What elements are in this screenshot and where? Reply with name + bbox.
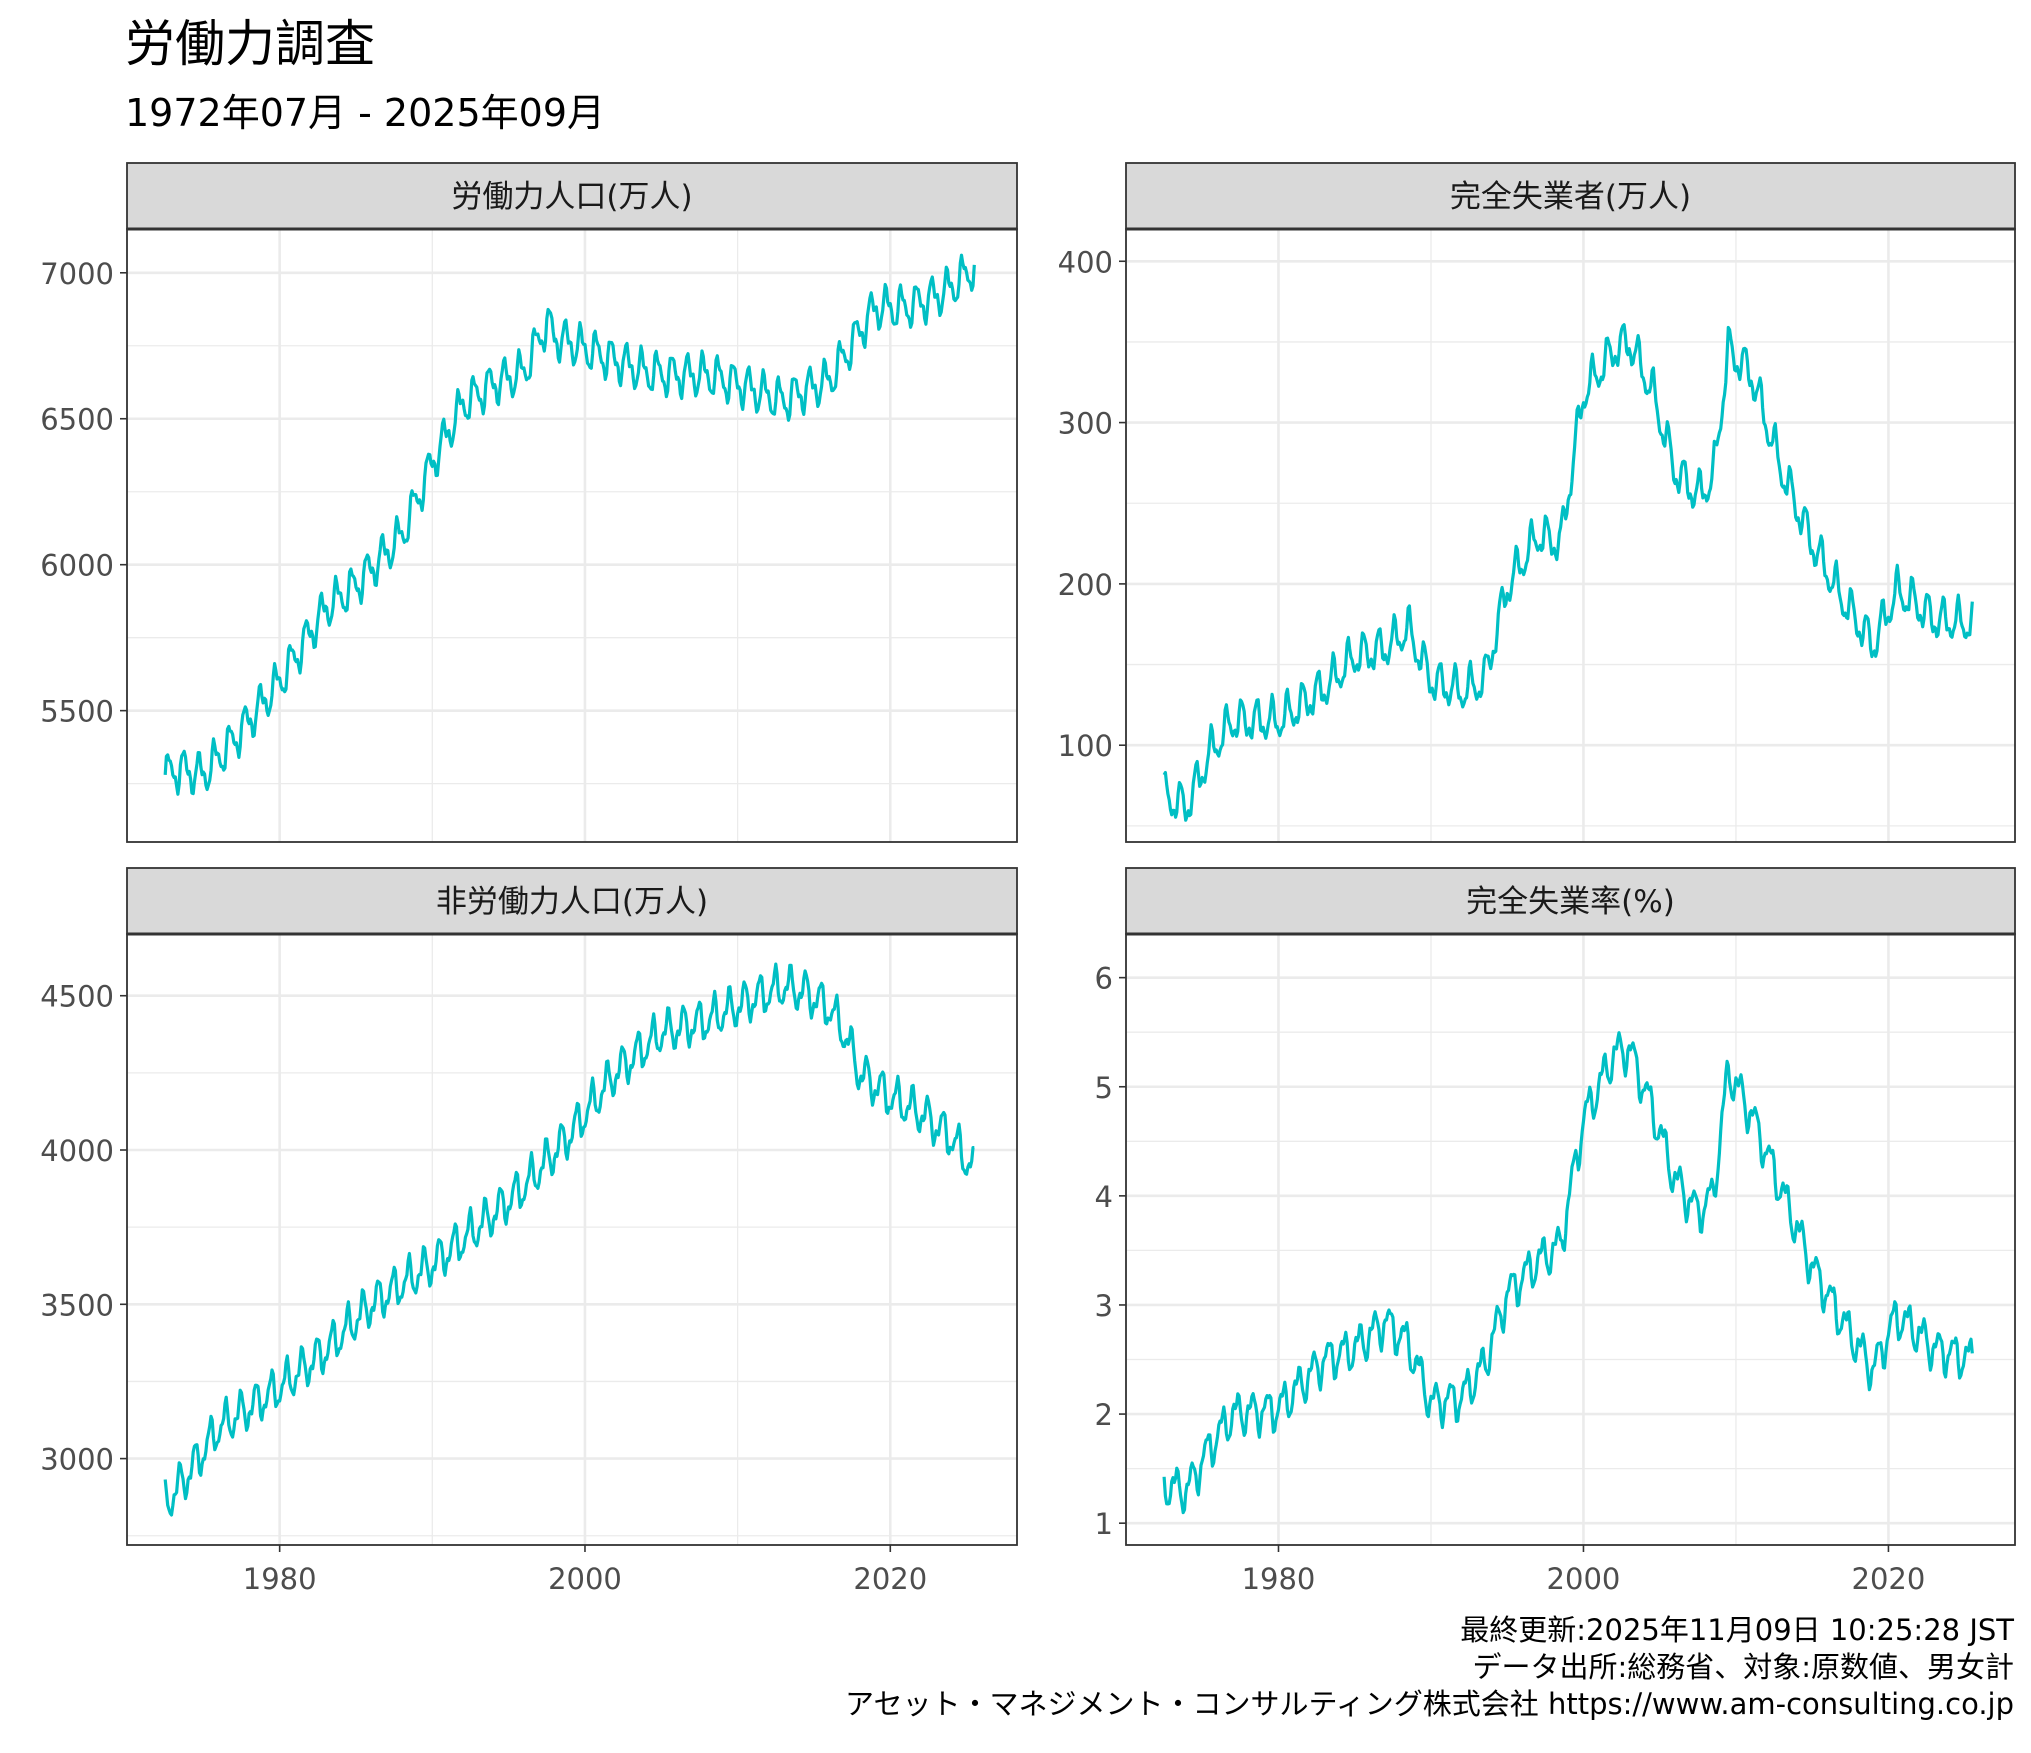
x-tick-label: 2000 (548, 1562, 622, 1596)
x-tick-label: 2000 (1547, 1562, 1621, 1596)
y-tick-label: 400 (1058, 245, 1113, 279)
chart-subtitle: 1972年07月 - 2025年09月 (125, 91, 605, 135)
caption: 最終更新:2025年11月09日 10:25:28 JST データ出所:総務省、… (714, 1612, 2014, 1723)
x-tick-label: 1980 (243, 1562, 317, 1596)
series-line (163, 962, 975, 1517)
y-tick-label: 5 (1095, 1071, 1113, 1105)
y-tick-label: 2 (1095, 1398, 1113, 1432)
caption-source: データ出所:総務省、対象:原数値、男女計 (1472, 1650, 2014, 1684)
y-tick-label: 4 (1095, 1180, 1113, 1214)
plot-background (127, 934, 1017, 1545)
panel-bottom-right: 1 2 3 4 5 6 1980 2000 2020 完全失業率(%) (1095, 867, 2016, 1596)
caption-updated: 最終更新:2025年11月09日 10:25:28 JST (1460, 1613, 2014, 1647)
y-tick-label: 300 (1058, 407, 1113, 441)
plot-background (127, 229, 1017, 842)
y-tick-label: 3000 (40, 1443, 114, 1477)
y-tick-label: 1 (1095, 1507, 1113, 1541)
x-tick-label: 2020 (853, 1562, 927, 1596)
facet-title: 完全失業率(%) (1466, 884, 1675, 920)
y-tick-label: 200 (1058, 568, 1113, 602)
y-tick-label: 6500 (40, 403, 114, 437)
y-tick-label: 6000 (40, 549, 114, 583)
series-line (163, 253, 976, 796)
plot-background (1126, 229, 2015, 842)
facet-strip (1125, 867, 2016, 935)
panel-bottom-left: 3000 3500 4000 4500 1980 2000 2020 非労働力人口(万人) (40, 867, 1018, 1596)
y-tick-label: 6 (1095, 962, 1113, 996)
facet-title: 労働力人口(万人) (451, 179, 692, 215)
facet-title: 非労働力人口(万人) (436, 884, 708, 920)
facet-strip (126, 867, 1018, 935)
plot-background (1126, 934, 2015, 1545)
y-tick-label: 3500 (40, 1288, 114, 1322)
caption-company: アセット・マネジメント・コンサルティング株式会社 https://www.am-… (845, 1687, 2014, 1721)
series-line (1162, 323, 1974, 822)
y-tick-label: 5500 (40, 695, 114, 729)
panel-top-left: 5500 6000 6500 7000 労働力人口(万人) (40, 162, 1018, 843)
x-tick-label: 1980 (1242, 1562, 1316, 1596)
facet-title: 完全失業者(万人) (1450, 179, 1691, 215)
x-tick-label: 2020 (1852, 1562, 1926, 1596)
y-tick-label: 4000 (40, 1134, 114, 1168)
y-tick-label: 4500 (40, 980, 114, 1014)
y-tick-label: 3 (1095, 1289, 1113, 1323)
series-line (1162, 1031, 1974, 1515)
panel-top-right: 100 200 300 400 完全失業者(万人) (1058, 162, 2016, 843)
y-tick-label: 100 (1058, 729, 1113, 763)
y-tick-label: 7000 (40, 257, 114, 291)
chart-title: 労働力調査 (125, 15, 375, 73)
